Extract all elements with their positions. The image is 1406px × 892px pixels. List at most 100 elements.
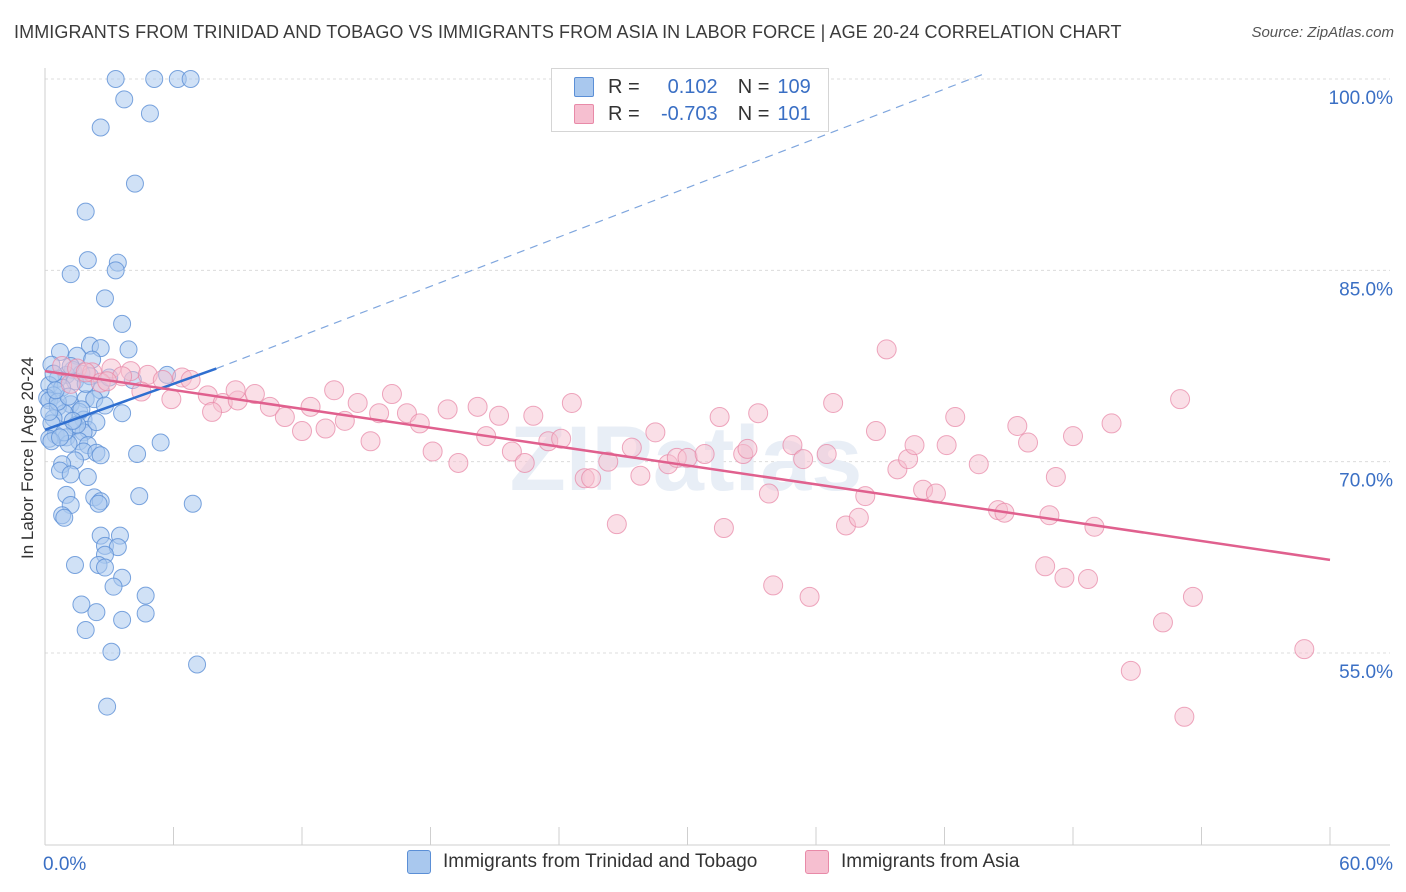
data-point-asia — [437, 399, 458, 420]
data-point-trinidad — [102, 642, 121, 661]
legend-n-label: N = — [737, 75, 770, 98]
data-point-asia — [315, 418, 336, 439]
data-point-trinidad — [87, 413, 106, 432]
legend-r-value: 0.102 — [667, 75, 718, 98]
data-point-asia — [244, 384, 265, 405]
legend-r-label: R = — [608, 102, 640, 125]
data-point-trinidad — [113, 610, 132, 629]
legend-r-label: R = — [608, 75, 640, 98]
data-point-asia — [1101, 413, 1122, 434]
data-point-trinidad — [40, 402, 59, 421]
data-point-asia — [645, 422, 666, 443]
data-point-trinidad — [136, 586, 155, 605]
data-point-trinidad — [106, 70, 125, 88]
y-axis-label: In Labor Force | Age 20-24 — [18, 357, 37, 559]
data-point-trinidad — [125, 174, 144, 193]
data-point-asia — [274, 407, 295, 428]
data-point-trinidad — [115, 90, 134, 109]
data-point-trinidad — [55, 508, 74, 527]
data-point-trinidad — [151, 433, 170, 452]
data-point-trinidad — [106, 261, 125, 280]
data-point-asia — [1294, 639, 1315, 660]
series-asia-points — [52, 339, 1315, 727]
data-point-asia — [621, 437, 642, 458]
data-point-asia — [1170, 389, 1191, 410]
data-point-asia — [1077, 569, 1098, 590]
legend-item-trinidad: Immigrants from Trinidad and Tobago — [407, 850, 757, 874]
data-point-asia — [876, 339, 897, 360]
trend-lines — [44, 72, 1331, 562]
data-point-asia — [848, 507, 869, 528]
data-point-asia — [782, 435, 803, 456]
data-point-asia — [793, 449, 814, 470]
legend-swatch-pink — [574, 104, 594, 124]
data-point-trinidad — [50, 428, 69, 447]
data-point-asia — [630, 465, 651, 486]
y-tick-label: 85.0% — [1339, 279, 1393, 300]
legend-row-trinidad: R = 0.102 N = 109 — [574, 74, 811, 100]
data-point-trinidad — [113, 314, 132, 333]
data-point-trinidad — [188, 655, 207, 674]
data-point-trinidad — [104, 577, 123, 596]
data-point-trinidad — [119, 340, 138, 359]
source-label: Source: ZipAtlas.com — [1251, 24, 1394, 41]
data-point-asia — [1063, 426, 1083, 447]
data-point-trinidad — [76, 621, 95, 640]
data-point-asia — [1018, 432, 1039, 453]
data-point-trinidad — [78, 251, 97, 270]
data-point-asia — [448, 452, 469, 473]
correlation-legend: R = 0.102 N = 109 R = -0.703 N = 101 — [551, 68, 829, 132]
data-point-trinidad — [183, 494, 202, 513]
legend-r-value: -0.703 — [660, 102, 718, 125]
data-point-trinidad — [91, 118, 110, 137]
series-legend: Immigrants from Trinidad and Tobago Immi… — [0, 850, 1406, 878]
data-point-asia — [1054, 567, 1075, 588]
data-point-asia — [748, 403, 769, 424]
data-point-asia — [865, 421, 886, 442]
data-point-asia — [489, 405, 510, 426]
data-point-trinidad — [145, 70, 164, 88]
tick-labels: 100.0% 85.0% 70.0% 55.0% 0.0% 60.0% — [43, 88, 1393, 875]
data-point-asia — [1182, 586, 1203, 607]
data-point-trinidad — [61, 265, 80, 284]
legend-n-label: N = — [737, 102, 770, 125]
legend-row-asia: R = -0.703 N = 101 — [574, 101, 811, 127]
data-point-trinidad — [181, 70, 200, 88]
data-point-asia — [1035, 556, 1056, 577]
data-point-trinidad — [61, 465, 80, 484]
data-point-trinidad — [78, 467, 97, 486]
data-point-trinidad — [140, 104, 159, 123]
data-point-asia — [816, 444, 837, 465]
legend-label-asia: Immigrants from Asia — [841, 851, 1020, 872]
data-point-trinidad — [95, 289, 114, 308]
data-point-asia — [694, 444, 715, 465]
data-point-asia — [501, 441, 522, 462]
trend-line-asia — [44, 369, 1331, 562]
data-point-asia — [799, 586, 820, 607]
data-point-asia — [936, 435, 957, 456]
trend-line-trinidad — [44, 367, 217, 431]
data-point-asia — [324, 380, 345, 401]
legend-label-trinidad: Immigrants from Trinidad and Tobago — [443, 851, 758, 872]
data-point-asia — [292, 421, 312, 442]
data-point-trinidad — [91, 446, 110, 465]
data-point-trinidad — [72, 595, 91, 614]
data-point-asia — [1007, 415, 1028, 436]
data-point-trinidad — [89, 494, 108, 513]
data-point-asia — [561, 392, 582, 413]
data-point-asia — [709, 407, 730, 428]
data-point-trinidad — [87, 603, 106, 622]
data-point-asia — [381, 384, 402, 405]
data-point-asia — [968, 454, 989, 475]
data-point-asia — [259, 396, 280, 417]
legend-swatch-blue — [574, 77, 594, 97]
data-point-asia — [1045, 466, 1066, 487]
data-point-asia — [202, 401, 223, 422]
y-tick-label: 55.0% — [1339, 662, 1393, 683]
data-point-asia — [581, 468, 602, 489]
data-point-asia — [823, 392, 844, 413]
legend-swatch-pink — [805, 850, 829, 874]
legend-n-value: 109 — [777, 75, 811, 98]
data-point-asia — [904, 435, 925, 456]
